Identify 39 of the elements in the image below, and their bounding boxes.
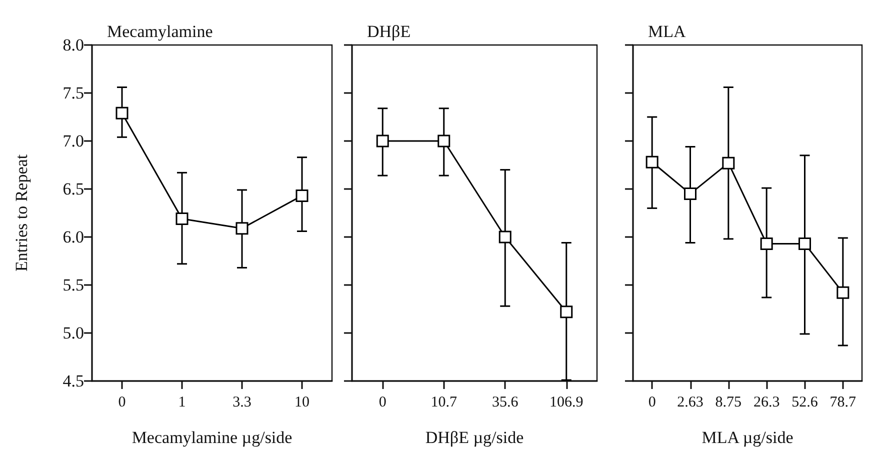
point bbox=[798, 237, 811, 250]
point bbox=[760, 237, 773, 250]
x-tick-label: 106.9 bbox=[550, 394, 584, 410]
chart-title: MLA bbox=[648, 22, 686, 41]
point bbox=[236, 222, 248, 235]
point bbox=[722, 156, 735, 170]
chart-title: DHβE bbox=[367, 22, 411, 41]
y-tick-label: 7.0 bbox=[62, 132, 84, 150]
x-tick-label: 26.3 bbox=[753, 394, 780, 410]
x-tick-label: 2.63 bbox=[677, 394, 704, 410]
x-axis-title: MLA µg/side bbox=[702, 428, 794, 447]
y-axis-title: Entries to Repeat bbox=[12, 154, 31, 272]
x-tick-label: 0 bbox=[648, 394, 656, 410]
y-tick-label: 4.5 bbox=[62, 372, 84, 390]
point bbox=[646, 156, 658, 168]
y-tick-label: 8.0 bbox=[62, 36, 84, 54]
chart-title: Mecamylamine bbox=[107, 22, 213, 41]
x-tick-label: 35.6 bbox=[492, 394, 519, 410]
x-tick-label: 10.7 bbox=[430, 394, 458, 410]
y-tick-label: 6.5 bbox=[62, 180, 84, 198]
y-tick-label: 5.0 bbox=[62, 324, 84, 342]
x-tick-label: 3.3 bbox=[232, 394, 252, 410]
x-tick-label: 10 bbox=[294, 394, 310, 410]
x-tick-label: 0 bbox=[378, 394, 386, 410]
x-tick-label: 1 bbox=[178, 394, 186, 410]
x-axis-title: DHβE µg/side bbox=[425, 428, 524, 447]
point bbox=[176, 212, 188, 226]
x-tick-label: 0 bbox=[118, 394, 126, 410]
point bbox=[296, 189, 308, 202]
x-tick-label: 52.6 bbox=[792, 394, 818, 410]
point bbox=[684, 188, 696, 200]
point bbox=[116, 106, 128, 120]
y-tick-label: 6.0 bbox=[62, 228, 84, 246]
x-axis-title: Mecamylamine µg/side bbox=[132, 428, 292, 447]
y-tick-label: 7.5 bbox=[62, 84, 84, 102]
x-tick-label: 78.7 bbox=[830, 394, 857, 410]
x-tick-label: 8.75 bbox=[715, 394, 742, 410]
point bbox=[836, 286, 850, 299]
y-tick-label: 5.5 bbox=[62, 276, 84, 294]
